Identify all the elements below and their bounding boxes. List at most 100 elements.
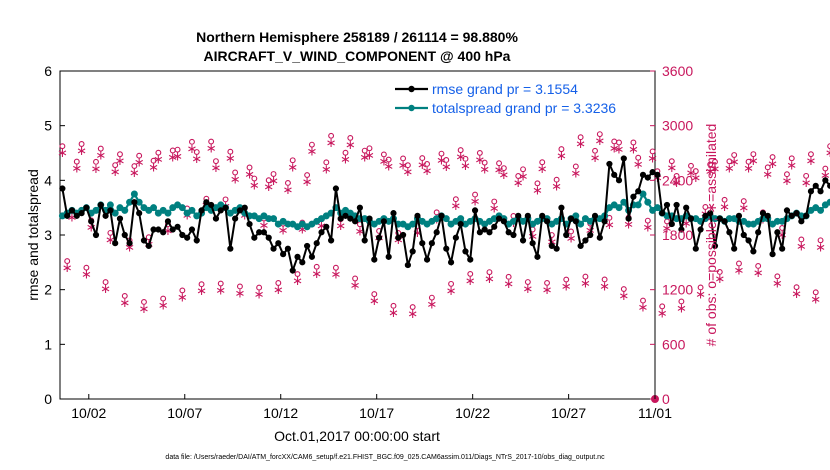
obs-possible-point (419, 155, 426, 162)
rmse-point (620, 155, 627, 162)
obs-possible-point (812, 289, 819, 296)
rmse-point (702, 212, 709, 219)
obs-possible-point (486, 269, 493, 276)
obs-assimilated-point: ∗ (638, 301, 649, 316)
obs-possible-point (342, 149, 349, 156)
spread-point (106, 201, 114, 209)
obs-assimilated-point: ∗ (81, 268, 92, 283)
obs-assimilated-point: ∗ (148, 161, 159, 176)
rmse-point (673, 201, 680, 209)
rmse-point (668, 220, 675, 228)
rmse-point (707, 210, 714, 217)
obs-possible-point (428, 294, 435, 301)
rmse-series (59, 155, 830, 275)
rmse-point (510, 231, 517, 239)
obs-assimilated-point: ∗ (614, 142, 625, 157)
rmse-point (246, 220, 253, 228)
obs-possible-point (601, 276, 608, 283)
rmse-point (807, 188, 815, 195)
rmse-point (92, 231, 100, 239)
obs-assimilated-point: ∗ (633, 158, 644, 173)
rmse-point (491, 223, 498, 230)
obs-assimilated-point: ∗ (714, 272, 725, 287)
rmse-point (543, 218, 551, 225)
rmse-point (179, 231, 186, 239)
obs-possible-point (294, 271, 301, 278)
obs-possible-point (64, 258, 71, 265)
obs-assimilated-point: ∗ (196, 284, 207, 299)
rmse-point (462, 248, 469, 255)
rmse-point (83, 204, 90, 211)
rmse-point (366, 215, 373, 222)
obs-assimilated-point: ∗ (67, 210, 78, 225)
obs-possible-point (740, 198, 747, 205)
obs-possible-point (433, 209, 440, 216)
rmse-point (112, 240, 119, 247)
obs-possible-point (505, 273, 512, 280)
x-axis-label: Oct.01,2017 00:00:00 start (274, 428, 440, 444)
obs-possible-point (539, 159, 546, 166)
obs-assimilated-point: ∗ (110, 165, 121, 180)
obs-possible-point (179, 287, 186, 294)
obs-possible-point (596, 131, 603, 138)
x-tick-label: 10/07 (167, 405, 202, 421)
obs-possible-point (409, 304, 416, 311)
obs-assimilated-point: ∗ (537, 162, 548, 177)
obs-possible-point (568, 228, 574, 235)
spread-point (653, 204, 661, 212)
obs-assimilated-point: ∗ (666, 161, 677, 176)
spread-point (457, 215, 465, 223)
rmse-point (582, 237, 589, 244)
obs-possible-point (404, 162, 411, 169)
rmse-point (126, 240, 133, 247)
rmse-point (563, 231, 570, 239)
obs-assimilated-point: ∗ (513, 176, 524, 191)
rmse-point (371, 256, 378, 263)
obs-possible-point (563, 276, 570, 283)
spread-point (178, 204, 186, 212)
obs-possible-point (644, 217, 651, 224)
rmse-point (395, 234, 402, 241)
x-tick-label: 10/27 (551, 405, 586, 421)
legend-swatch-marker (408, 85, 415, 93)
obs-assimilated-point: ∗ (594, 134, 605, 149)
rmse-point (164, 218, 172, 225)
obs-assimilated-point: ∗ (177, 290, 188, 305)
rmse-point (380, 218, 387, 225)
obs-assimilated-point: ∗ (335, 219, 346, 234)
y-tick-label-left: 4 (44, 172, 52, 188)
obs-possible-point (817, 237, 824, 244)
obs-assimilated-point: ∗ (489, 202, 500, 217)
obs-possible-point (232, 169, 239, 176)
rmse-point (107, 207, 114, 214)
obs-assimilated-point: ∗ (580, 277, 591, 292)
rmse-point (577, 242, 584, 250)
rmse-point (716, 215, 723, 222)
rmse-point (678, 226, 685, 233)
obs-assimilated-point: ∗ (62, 261, 73, 276)
obs-assimilated-point: ∗ (695, 287, 706, 302)
obs-possible-point (189, 138, 195, 145)
obs-assimilated-point: ∗ (599, 279, 610, 294)
obs-assimilated-point: ∗ (782, 174, 793, 189)
spread-point (164, 209, 172, 217)
rmse-point (471, 207, 479, 214)
obs-possible-point (59, 143, 66, 150)
obs-assimilated-point: ∗ (662, 221, 673, 236)
rmse-point (683, 204, 690, 211)
chart-subtitle: AIRCRAFT_V_WIND_COMPONENT @ 400 hPa (204, 48, 511, 64)
rmse-point (241, 204, 248, 211)
obs-possible-point (265, 177, 272, 184)
rmse-point (822, 177, 829, 184)
obs-assimilated-point: ∗ (105, 233, 116, 248)
obs-assimilated-point: ∗ (398, 158, 409, 173)
obs-possible-point (659, 303, 666, 310)
obs-assimilated-point: ∗ (762, 167, 773, 182)
obs-possible-point (227, 148, 234, 155)
obs-assimilated-point: ∗ (738, 201, 749, 216)
obs-possible-point (807, 151, 814, 158)
obs-assimilated-point: ∗ (518, 169, 529, 184)
obs-possible-point (640, 297, 646, 304)
obs-assimilated-point: ∗ (590, 151, 601, 166)
obs-possible-point (193, 149, 200, 155)
